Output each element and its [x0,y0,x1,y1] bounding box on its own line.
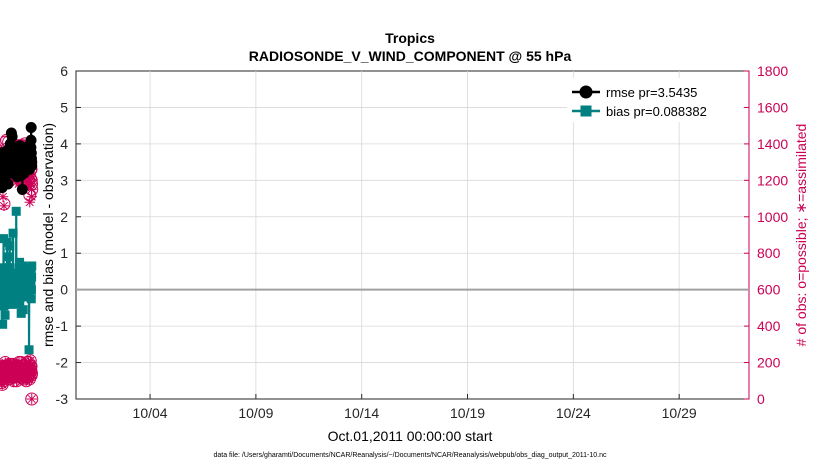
left-tick-label: -3 [56,391,69,407]
legend-bias-label: bias pr=0.088382 [606,104,707,119]
obs-assimilated-stroke [0,192,8,201]
bias-point [26,294,36,304]
right-tick-label: 1000 [757,209,788,225]
bias-point [18,305,28,315]
right-axis: 0 200 400 600 800 1000 1200 1400 1600 1800 [744,63,788,407]
x-axis-label: Oct.01,2011 00:00:00 start [328,428,493,444]
rmse-point [6,131,18,143]
bias-point [24,345,34,355]
left-tick-label: 2 [60,209,68,225]
bias-point [27,272,37,282]
y-axis-label-left: rmse and bias (model - observation) [40,123,56,347]
right-tick-label: 1200 [757,172,788,188]
obs-assimilated-stroke [27,369,36,378]
bias-point [0,263,6,273]
legend-box [567,78,743,122]
obs-assimilated-marker [0,200,10,212]
obs-assimilated-stroke [27,394,36,404]
right-tick-label: 1600 [757,99,788,115]
x-tick-label: 10/29 [662,405,697,421]
right-tick-label: 0 [757,391,765,407]
right-tick-label: 200 [757,355,781,371]
left-tick-label: 4 [60,136,68,152]
bias-point [5,263,15,273]
bias-point [8,228,18,238]
bias-point [27,261,37,271]
chart-subtitle: RADIOSONDE_V_WIND_COMPONENT @ 55 hPa [249,48,572,64]
y-axis-label-right: # of obs: o=possible; ∗=assimilated [793,124,809,347]
rmse-point [26,160,38,172]
rmse-series [0,121,38,195]
right-tick-label: 800 [757,245,781,261]
bias-point [12,299,22,309]
legend-rmse-marker [579,85,593,99]
right-tick-label: 1800 [757,63,788,79]
bias-point [0,319,8,329]
left-tick-label: 1 [60,245,68,261]
left-tick-label: -2 [56,355,69,371]
rmse-point [25,134,37,146]
grid-lines [76,71,749,399]
bias-point [11,206,21,216]
right-tick-label: 1400 [757,136,788,152]
left-axis: -3 -2 -1 0 1 2 3 4 5 6 [56,63,81,407]
x-tick-label: 10/19 [450,405,485,421]
left-tick-label: 3 [60,172,68,188]
obs-possible-low-marker [25,366,39,380]
bias-point [2,252,12,262]
right-tick-label: 400 [757,318,781,334]
plot-area [75,70,750,400]
obs-assimilated-stroke [27,185,36,194]
legend-bias-marker [580,105,592,117]
obs-assimilated-marker [0,191,9,202]
legend-rmse-label: rmse pr=3.5435 [606,85,697,100]
x-tick-label: 10/14 [344,405,379,421]
bias-point [26,285,36,295]
obs-assimilated-marker [26,191,37,202]
chart-title: Tropics [385,30,435,46]
rmse-point [2,178,14,190]
left-tick-label: -1 [56,318,69,334]
right-tick-label: 600 [757,282,781,298]
rmse-point [16,183,28,195]
x-axis: 10/04 10/09 10/14 10/19 10/24 10/29 [133,394,697,421]
x-tick-label: 10/24 [556,405,591,421]
obs-assimilated-stroke [27,192,36,201]
x-tick-label: 10/09 [238,405,273,421]
obs-assimilated-stroke [0,201,9,210]
left-tick-label: 5 [60,99,68,115]
left-tick-label: 6 [60,63,68,79]
x-tick-label: 10/04 [133,405,168,421]
obs-possible-low-marker [25,392,39,406]
bias-series [0,206,37,355]
obs-assimilated-marker [26,368,37,379]
bias-point [5,241,15,251]
legend: rmse pr=3.5435 bias pr=0.088382 [567,78,743,122]
bias-point [0,310,10,320]
rmse-point [25,121,37,133]
data-file-footnote: data file: /Users/gharamti/Documents/NCA… [213,452,607,459]
left-tick-label: 0 [60,282,68,298]
obs-assimilated-marker [26,393,37,405]
